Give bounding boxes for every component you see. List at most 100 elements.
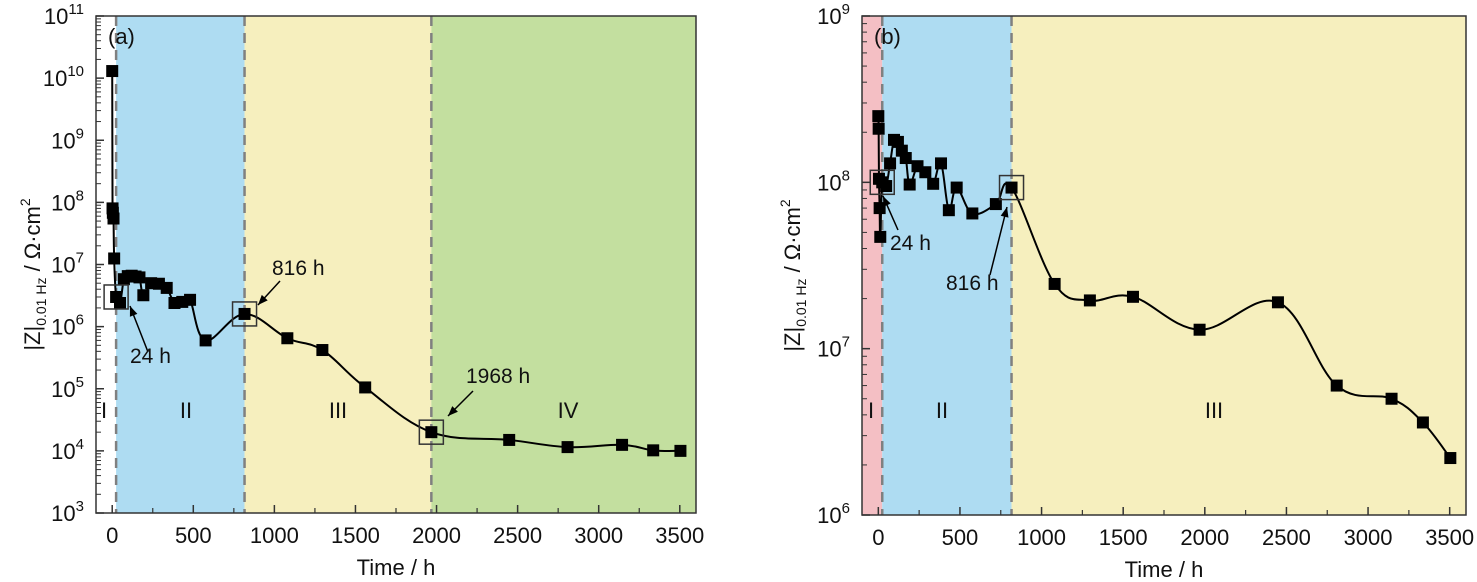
arrow-head-icon (258, 294, 268, 305)
annotation-label: 816 h (946, 272, 999, 295)
region-III (244, 16, 432, 513)
x-tick-label: 3000 (1344, 525, 1393, 550)
x-axis-title: Time / h (357, 555, 436, 580)
y-tick-label: 106 (817, 500, 850, 528)
region-I (862, 16, 883, 515)
x-tick-label: 500 (942, 525, 979, 550)
data-point (114, 297, 126, 310)
x-tick-label: 3000 (574, 523, 623, 548)
data-point (107, 212, 120, 225)
y-tick-label: 109 (51, 125, 84, 153)
data-point (133, 271, 146, 284)
data-point (919, 166, 932, 179)
y-tick-label: 106 (51, 312, 84, 340)
data-point (1330, 379, 1343, 392)
y-tick-label: 107 (51, 250, 84, 278)
data-point (950, 181, 963, 194)
data-point (1048, 277, 1061, 290)
data-point (503, 433, 516, 446)
data-point (989, 198, 1002, 211)
annotation-box (869, 169, 895, 196)
annotation-label: 816 h (272, 257, 325, 280)
y-tick-label: 104 (51, 436, 84, 464)
data-point (872, 122, 885, 135)
data-point (674, 444, 687, 457)
y-tick-label: 108 (51, 187, 84, 215)
data-point (561, 441, 574, 454)
annotation-arrow (989, 206, 1008, 276)
y-tick-label: 105 (51, 374, 84, 402)
data-point (1193, 323, 1206, 336)
arrow-head-icon (448, 406, 458, 416)
y-tick-label: 1010 (43, 63, 84, 91)
x-tick-label: 2000 (1180, 525, 1229, 550)
x-tick-label: 1000 (250, 523, 299, 548)
x-tick-label: 0 (872, 525, 884, 550)
data-point (966, 207, 979, 220)
data-point (1271, 296, 1284, 309)
annotation-box (998, 174, 1025, 201)
y-tick-label: 103 (51, 498, 84, 526)
x-tick-label: 3500 (655, 523, 704, 548)
data-point (1005, 181, 1018, 194)
annotation-box (231, 301, 258, 327)
annotation-label: 24 h (890, 232, 931, 255)
arrow-head-icon (883, 196, 891, 207)
data-point (880, 180, 893, 193)
data-point (874, 230, 887, 243)
data-point (137, 289, 150, 302)
data-point (903, 178, 916, 191)
data-point (873, 202, 886, 215)
data-point (872, 110, 885, 123)
data-point (1126, 290, 1139, 303)
arrow-head-icon (129, 306, 138, 317)
annotation-label: 1968 h (466, 365, 530, 388)
x-tick-label: 0 (106, 523, 118, 548)
x-tick-label: 1500 (1099, 525, 1148, 550)
data-point (238, 307, 251, 320)
data-point (316, 344, 329, 357)
data-point (359, 381, 372, 394)
region-II (116, 16, 245, 513)
x-tick-label: 1500 (331, 523, 380, 548)
data-point (425, 426, 438, 439)
region-IV (431, 16, 696, 513)
annotation-box (103, 284, 129, 310)
x-axis-title: Time / h (1125, 557, 1204, 582)
region-II (882, 16, 1012, 515)
data-point (281, 332, 294, 345)
region-label: II (936, 398, 948, 423)
data-point (106, 65, 119, 78)
data-point (1416, 416, 1429, 429)
data-point (1385, 392, 1398, 405)
x-tick-label: 500 (175, 523, 212, 548)
data-point (899, 152, 912, 165)
data-point (108, 252, 121, 265)
region-label: I (868, 398, 874, 423)
annotation-box (418, 419, 445, 445)
y-axis-title: |Z|0.01 Hz / Ω·cm2 (17, 198, 49, 351)
arrow-head-icon (1000, 207, 1009, 218)
data-point (1444, 452, 1457, 465)
y-tick-label: 108 (817, 167, 850, 195)
data-point (935, 157, 948, 170)
region-label: II (180, 398, 192, 423)
y-axis-title: |Z|0.01 Hz / Ω·cm2 (777, 199, 809, 352)
data-point (942, 204, 955, 217)
data-point (199, 334, 212, 347)
x-tick-label: 2000 (412, 523, 461, 548)
region-label: III (1205, 398, 1223, 423)
x-tick-label: 1000 (1017, 525, 1066, 550)
panel-label: (a) (108, 24, 135, 49)
data-point (160, 281, 173, 294)
data-point (1083, 294, 1096, 307)
y-tick-label: 107 (817, 334, 850, 362)
region-label: IV (558, 398, 579, 423)
annotation-label: 24 h (130, 345, 171, 368)
region-label: I (101, 398, 107, 423)
data-point (184, 293, 197, 306)
panel-label: (b) (874, 24, 901, 49)
